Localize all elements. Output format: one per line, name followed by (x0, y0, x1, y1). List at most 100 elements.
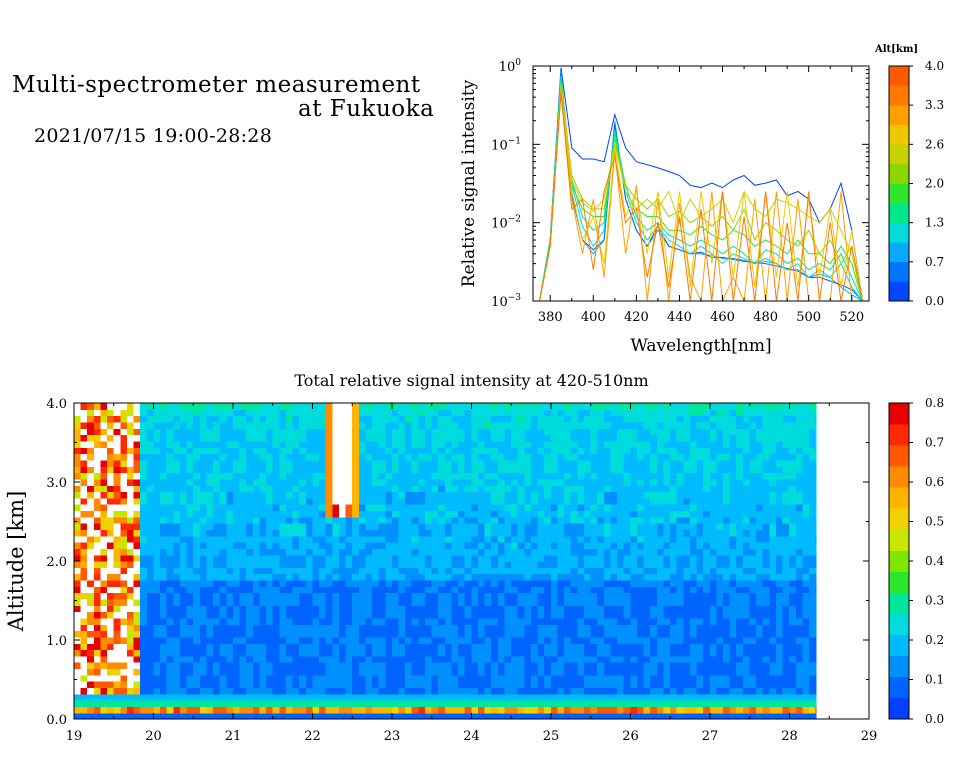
heatmap-cell (352, 403, 360, 410)
heatmap-cell (246, 535, 254, 543)
heatmap-cell (411, 403, 419, 410)
heatmap-cell (312, 491, 320, 499)
heatmap-cell (405, 504, 413, 512)
heatmap-cell (107, 428, 115, 436)
heatmap-cell (179, 523, 188, 530)
heatmap-cell (583, 643, 592, 651)
heatmap-cell (332, 630, 340, 638)
heatmap-cell (292, 617, 300, 625)
heatmap-cell (656, 440, 664, 448)
heatmap-cell (299, 466, 307, 474)
heatmap-cell (299, 542, 307, 549)
heatmap-cell (431, 472, 439, 480)
heatmap-cell (292, 428, 300, 436)
heatmap-cell (252, 447, 261, 455)
heatmap-cell (80, 434, 88, 442)
heatmap-cell (564, 504, 572, 512)
heatmap-cell (544, 466, 552, 474)
heatmap-cell (597, 529, 605, 537)
heatmap-cell (279, 523, 287, 530)
heatmap-cell (173, 523, 181, 530)
heatmap-cell (372, 579, 380, 587)
heatmap-cell (338, 567, 347, 575)
heatmap-cell (166, 554, 174, 562)
heatmap-cell (226, 542, 234, 549)
heatmap-cell (391, 700, 400, 707)
heatmap-cell (160, 434, 168, 442)
heatmap-cell (153, 700, 161, 707)
heatmap-cell (689, 510, 698, 518)
heatmap-cell (438, 516, 446, 524)
heatmap-cell (550, 453, 559, 461)
heatmap-cell (252, 611, 261, 619)
heatmap-cell (544, 617, 552, 625)
heatmap-cell (385, 674, 393, 682)
heatmap-cell (74, 415, 82, 423)
heatmap-cell (206, 643, 214, 651)
heatmap-cell (107, 573, 115, 581)
heatmap-cell (239, 592, 247, 600)
heatmap-cell (497, 409, 506, 417)
heatmap-cell (703, 617, 711, 625)
heatmap-cell (146, 440, 155, 448)
heatmap-cell (126, 510, 135, 518)
heatmap-cell (610, 504, 618, 512)
heatmap-cell (266, 561, 274, 568)
heatmap-cell (206, 409, 214, 417)
heatmap-cell (292, 636, 300, 644)
heatmap-cell (299, 440, 307, 448)
heatmap-cell (471, 403, 479, 410)
heatmap-cell (252, 617, 261, 625)
heatmap-cell (325, 466, 333, 474)
heatmap-cell (610, 447, 618, 455)
heatmap-cell (564, 440, 572, 448)
heatmap-cell (279, 542, 287, 549)
heatmap-cell (285, 624, 294, 632)
heatmap-cell (378, 548, 386, 556)
heatmap-cell (325, 579, 333, 587)
heatmap-cell (703, 434, 711, 442)
heatmap-cell (173, 706, 181, 714)
heatmap-cell (206, 504, 214, 512)
heatmap-cell (418, 706, 426, 714)
heatmap-cell (93, 706, 102, 714)
heatmap-cell (179, 592, 188, 600)
heatmap-cell (722, 662, 731, 670)
heatmap-cell (80, 617, 88, 625)
heatmap-cell (226, 510, 234, 518)
heatmap-cell (570, 523, 578, 530)
heatmap-cell (550, 706, 559, 714)
heatmap-cell (511, 440, 519, 448)
heatmap-cell (610, 579, 618, 587)
heatmap-cell (689, 466, 698, 474)
heatmap-cell (319, 567, 327, 575)
heatmap-cell (80, 592, 88, 600)
heatmap-cell (663, 617, 671, 625)
heatmap-cell (444, 478, 453, 486)
heatmap-cell (332, 434, 340, 442)
heatmap-cell (146, 712, 155, 720)
heatmap-cell (557, 535, 565, 543)
heatmap-cell (511, 415, 519, 423)
heatmap-cell (484, 611, 492, 619)
heatmap-cell (590, 472, 598, 480)
heatmap-cell (583, 504, 592, 512)
heatmap-cell (464, 523, 472, 530)
heatmap-cell (458, 466, 466, 474)
heatmap-cell (365, 643, 373, 651)
heatmap-cell (219, 415, 227, 423)
heatmap-cell (504, 504, 512, 512)
heatmap-cell (120, 668, 128, 676)
heatmap-cell (312, 649, 320, 657)
heatmap-cell (696, 630, 704, 638)
heatmap-cell (206, 415, 214, 423)
heatmap-cell (670, 516, 678, 524)
heatmap-cell (338, 598, 347, 606)
heatmap-cell (550, 523, 559, 530)
heatmap-cell (285, 662, 294, 670)
heatmap-cell (610, 674, 618, 682)
heatmap-cell (312, 561, 320, 568)
heatmap-cell (530, 605, 539, 613)
heatmap-cell (656, 706, 664, 714)
heatmap-cell (603, 516, 612, 524)
